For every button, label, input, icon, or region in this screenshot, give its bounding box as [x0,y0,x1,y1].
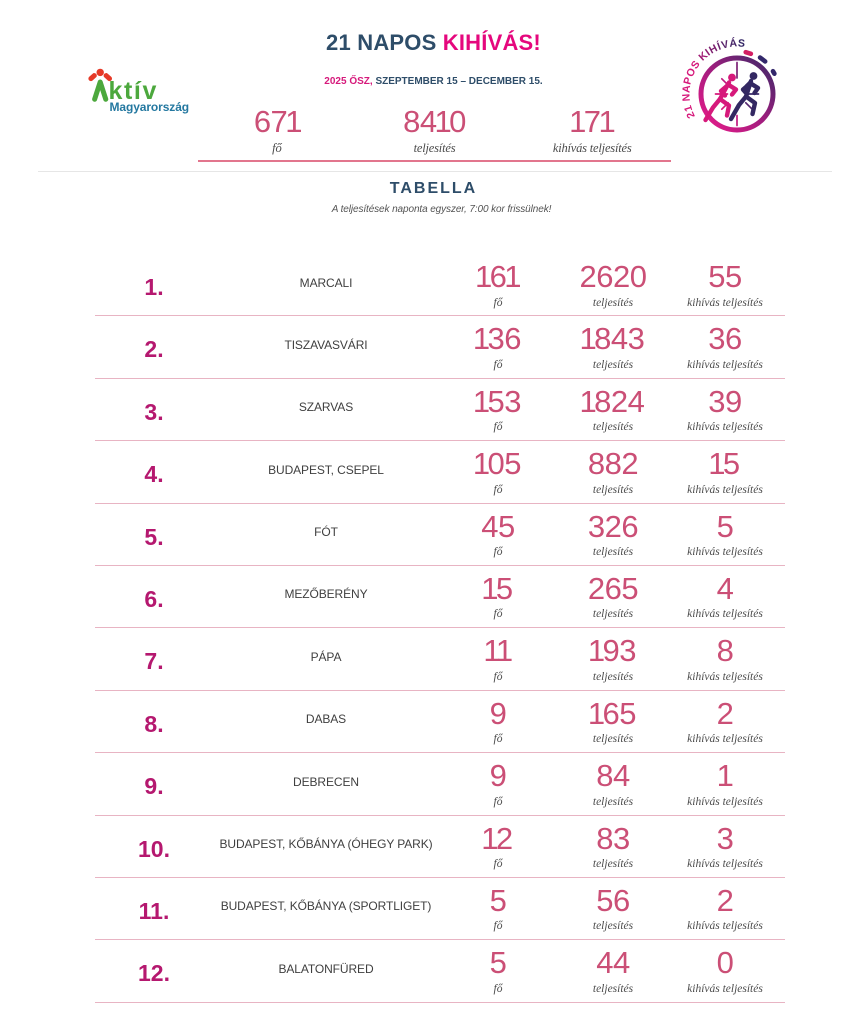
svg-text:1: 1 [682,104,695,113]
svg-text:I: I [703,47,712,59]
svg-text:ktív: ktív [109,77,158,105]
svg-text:A: A [680,84,693,93]
svg-text:Á: Á [729,36,738,50]
svg-text:P: P [681,76,694,86]
svg-text:N: N [680,93,693,101]
svg-text:Magyarország: Magyarország [110,100,190,114]
svg-text:S: S [737,37,745,50]
svg-text:2: 2 [684,110,697,120]
svg-text:Í: Í [715,39,723,53]
svg-text:V: V [720,38,730,51]
